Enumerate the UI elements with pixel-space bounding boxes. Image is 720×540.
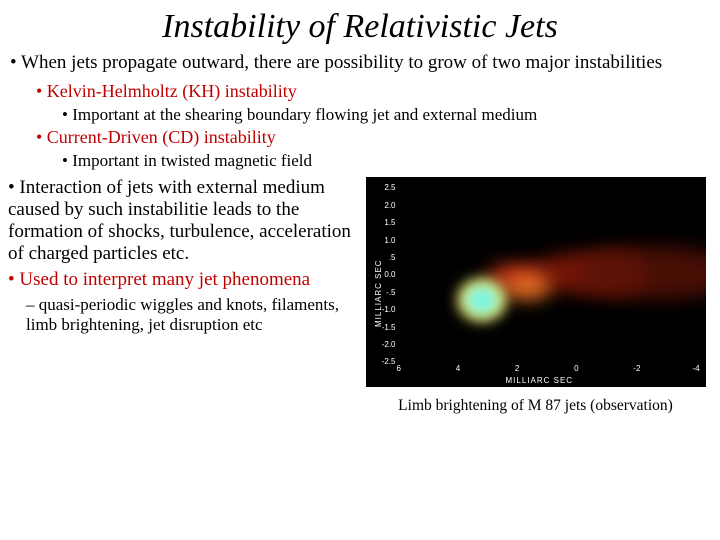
ytick: 1.0 <box>380 236 396 245</box>
ytick: 2.5 <box>380 183 396 192</box>
kh-detail: • Important at the shearing boundary flo… <box>36 104 710 125</box>
phenomena-bullet: • Used to interpret many jet phenomena <box>8 269 353 291</box>
jet-figure: MILLIARC SEC MILLIARC SEC 2.52.01.51.0.5… <box>366 177 706 387</box>
xtick: -4 <box>693 364 700 373</box>
xtick: 2 <box>515 364 519 373</box>
jet-tail-segment <box>506 274 550 300</box>
kh-item: • Kelvin-Helmholtz (KH) instability <box>36 80 710 103</box>
phenomena-detail: – quasi-periodic wiggles and knots, fila… <box>8 291 353 336</box>
jet-plot-area <box>400 187 696 361</box>
lower-left-text: • Interaction of jets with external medi… <box>8 177 353 415</box>
ytick: -.5 <box>380 288 396 297</box>
x-axis-label: MILLIARC SEC <box>506 376 574 385</box>
ytick: -2.5 <box>380 357 396 366</box>
ytick: -1.5 <box>380 323 396 332</box>
ytick: .5 <box>380 253 396 262</box>
slide-title: Instability of Relativistic Jets <box>0 0 720 52</box>
cd-detail: • Important in twisted magnetic field <box>36 150 710 171</box>
cd-item: • Current-Driven (CD) instability <box>36 126 710 149</box>
xtick: -2 <box>633 364 640 373</box>
interaction-bullet: • Interaction of jets with external medi… <box>8 177 353 264</box>
xtick: 0 <box>574 364 578 373</box>
jet-tail-segment <box>577 247 705 299</box>
ytick: -2.0 <box>380 340 396 349</box>
jet-core-inner <box>465 285 499 315</box>
ytick: 2.0 <box>380 201 396 210</box>
figure-caption: Limb brightening of M 87 jets (observati… <box>398 397 673 415</box>
lower-row: • Interaction of jets with external medi… <box>0 171 720 415</box>
ytick: 0.0 <box>380 270 396 279</box>
xtick: 6 <box>397 364 401 373</box>
instability-sublist: • Kelvin-Helmholtz (KH) instability • Im… <box>0 80 720 172</box>
ytick: 1.5 <box>380 218 396 227</box>
xtick: 4 <box>456 364 460 373</box>
lower-right-figure: MILLIARC SEC MILLIARC SEC 2.52.01.51.0.5… <box>359 177 712 415</box>
intro-bullet: • When jets propagate outward, there are… <box>0 52 720 80</box>
ytick: -1.0 <box>380 305 396 314</box>
